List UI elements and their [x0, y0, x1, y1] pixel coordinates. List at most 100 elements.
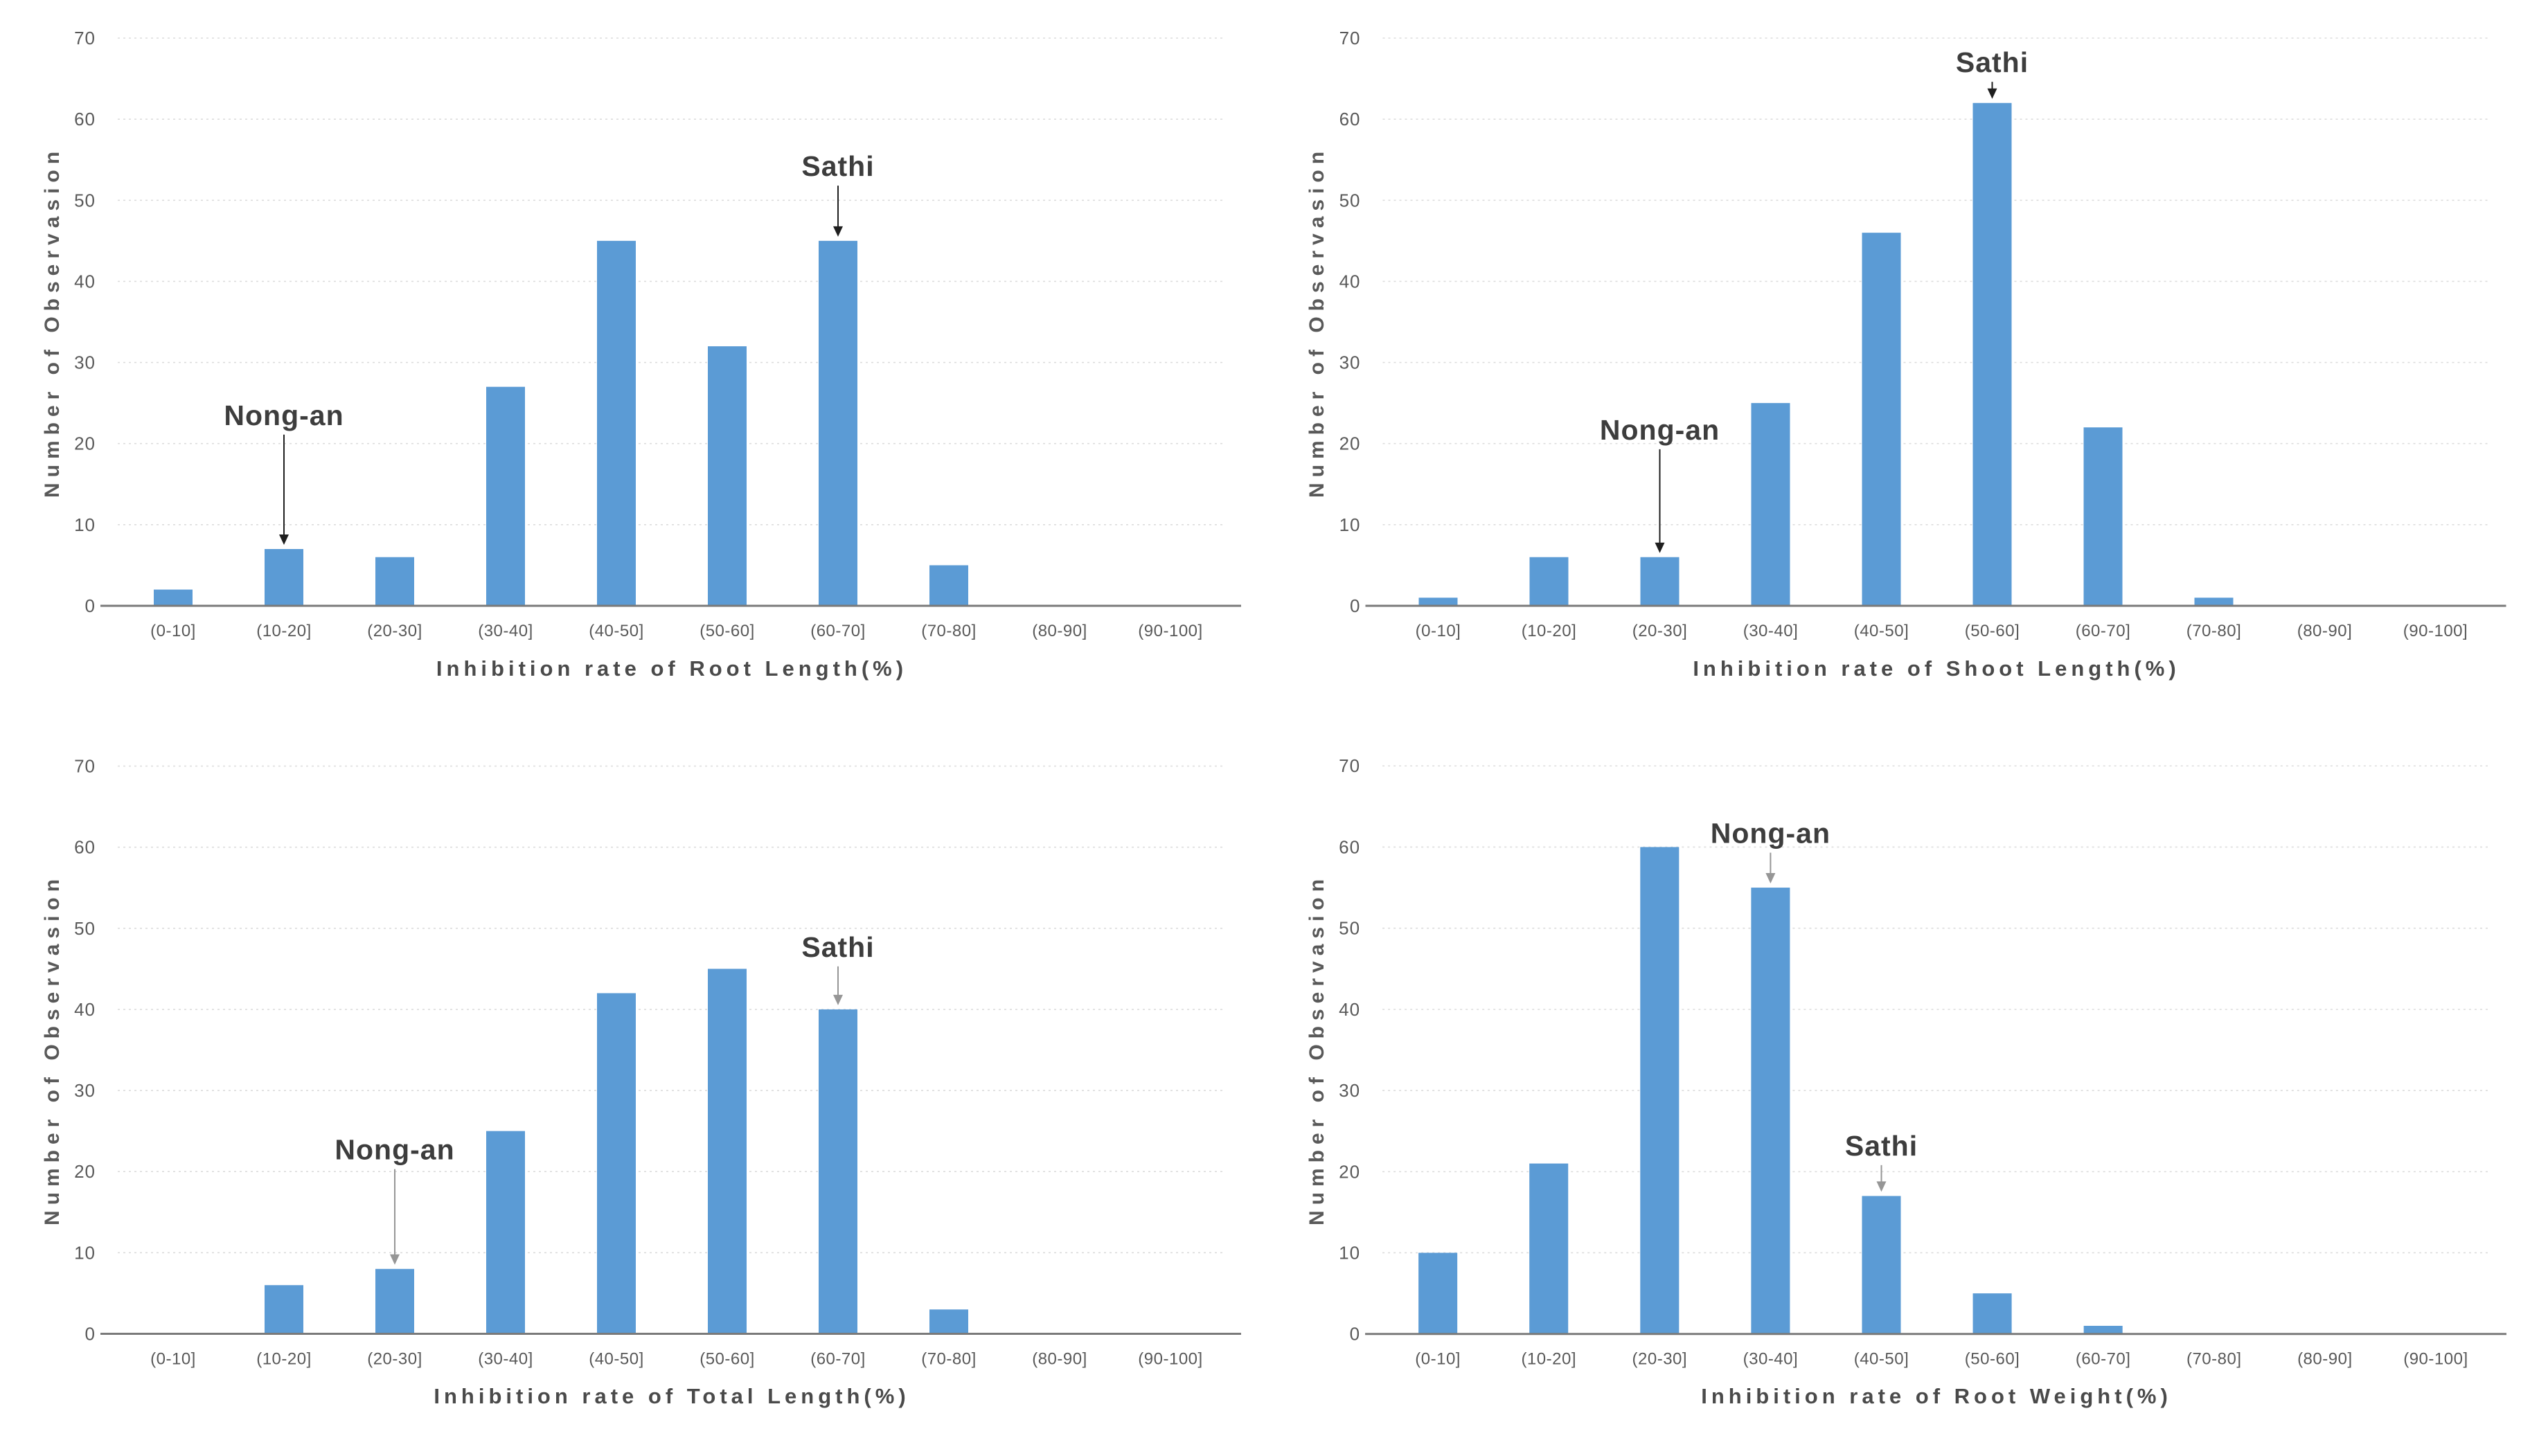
y-tick-label-40: 40 — [74, 271, 96, 291]
y-tick-label-30: 30 — [74, 352, 96, 373]
x-tick-label-(10-20]: (10-20] — [1521, 1350, 1576, 1369]
x-tick-label-(0-10]: (0-10] — [150, 1350, 196, 1369]
y-tick-label-70: 70 — [1339, 28, 1361, 48]
y-tick-label-0: 0 — [85, 1324, 96, 1345]
y-tick-label-0: 0 — [85, 595, 96, 616]
bar-(40-50] — [1862, 233, 1901, 606]
x-tick-label-(50-60]: (50-60] — [700, 622, 755, 640]
annotation-arrowhead-Nong-an — [1655, 542, 1665, 553]
y-tick-label-50: 50 — [74, 918, 96, 939]
annotation-label-Sathi: Sathi — [1956, 46, 2029, 78]
x-tick-label-(0-10]: (0-10] — [150, 622, 196, 640]
x-tick-label-(90-100]: (90-100] — [1138, 1350, 1202, 1369]
bar-(30-40] — [1751, 888, 1790, 1334]
x-tick-label-(80-90]: (80-90] — [2297, 622, 2353, 640]
x-tick-label-(20-30]: (20-30] — [367, 1350, 422, 1369]
y-tick-label-20: 20 — [74, 1161, 96, 1182]
bar-(60-70] — [2083, 427, 2123, 606]
annotation-arrowhead-Nong-an — [390, 1254, 400, 1265]
bar-(10-20] — [1529, 1163, 1569, 1334]
x-tick-label-(0-10]: (0-10] — [1416, 622, 1461, 640]
bar-chart-shoot-length: 0 10 20 30 40 50 60 70 (0-10] (10-20] (20-30] (30-4… — [1339, 28, 2506, 640]
y-tick-label-70: 70 — [74, 756, 96, 777]
chart-panel-root-length: 0 10 20 30 40 50 60 70 (0-10] (10-20] (20-30] (30-4… — [0, 0, 1265, 728]
x-tick-label-(30-40]: (30-40] — [478, 1350, 533, 1369]
bar-chart-root-length: 0 10 20 30 40 50 60 70 (0-10] (10-20] (20-30] (30-4… — [74, 28, 1241, 640]
y-axis-title-root-length: Number of Observasion — [41, 145, 64, 498]
annotation-arrowhead-Sathi — [833, 994, 843, 1005]
y-tick-label-10: 10 — [74, 1242, 96, 1263]
bar-(60-70] — [2083, 1325, 2123, 1334]
chart-panel-root-weight: 0 10 20 30 40 50 60 70 (0-10] (10-20] (20-30] (30-4… — [1265, 728, 2530, 1456]
x-tick-label-(70-80]: (70-80] — [2186, 622, 2242, 640]
x-tick-label-(50-60]: (50-60] — [700, 1350, 755, 1369]
y-tick-label-40: 40 — [1339, 999, 1360, 1020]
bar-(50-60] — [1972, 102, 2012, 606]
x-tick-label-(80-90]: (80-90] — [1032, 622, 1087, 640]
y-tick-label-60: 60 — [74, 837, 96, 858]
x-tick-label-(10-20]: (10-20] — [1522, 622, 1577, 640]
bar-(40-50] — [1862, 1196, 1901, 1334]
x-tick-label-(50-60]: (50-60] — [1965, 1350, 2020, 1369]
x-tick-label-(40-50]: (40-50] — [1854, 622, 1909, 640]
bar-(50-60] — [1972, 1293, 2012, 1334]
bar-(20-30] — [375, 1268, 414, 1334]
x-tick-label-(30-40]: (30-40] — [478, 622, 533, 640]
x-tick-label-(90-100]: (90-100] — [1138, 622, 1202, 640]
bar-(0-10] — [1418, 597, 1458, 606]
y-axis-title-total-length: Number of Observasion — [41, 873, 64, 1226]
y-tick-label-20: 20 — [1339, 433, 1361, 454]
x-tick-label-(70-80]: (70-80] — [921, 622, 977, 640]
bar-(0-10] — [1418, 1252, 1458, 1334]
x-tick-label-(20-30]: (20-30] — [1632, 622, 1688, 640]
x-axis-title-root-weight: Inhibition rate of Root Weight(%) — [1701, 1384, 2172, 1408]
bar-(50-60] — [708, 969, 747, 1334]
bar-(30-40] — [1751, 403, 1790, 606]
y-tick-label-10: 10 — [1339, 514, 1361, 535]
x-tick-label-(90-100]: (90-100] — [2403, 1350, 2468, 1369]
x-tick-label-(60-70]: (60-70] — [810, 622, 866, 640]
bar-(20-30] — [1640, 847, 1680, 1334]
x-axis-title-shoot-length: Inhibition rate of Shoot Length(%) — [1693, 656, 2180, 681]
y-tick-label-50: 50 — [1339, 190, 1361, 210]
bar-(70-80] — [929, 1309, 968, 1334]
bar-(60-70] — [819, 1009, 857, 1334]
x-tick-label-(10-20]: (10-20] — [256, 622, 312, 640]
x-tick-label-(20-30]: (20-30] — [1632, 1350, 1688, 1369]
bar-(10-20] — [1529, 557, 1569, 606]
bar-chart-total-length: 0 10 20 30 40 50 60 70 (0-10] (10-20] (20-30] (30-4… — [74, 756, 1241, 1369]
bar-(20-30] — [1640, 557, 1680, 606]
annotation-arrowhead-Nong-an — [1765, 873, 1776, 884]
x-tick-label-(30-40]: (30-40] — [1743, 1350, 1799, 1369]
y-tick-label-30: 30 — [1339, 352, 1361, 373]
y-tick-label-70: 70 — [74, 28, 96, 48]
y-tick-label-60: 60 — [1339, 109, 1361, 129]
chart-panel-total-length: 0 10 20 30 40 50 60 70 (0-10] (10-20] (20-30] (30-4… — [0, 728, 1265, 1456]
y-tick-label-0: 0 — [1350, 1324, 1360, 1345]
x-tick-label-(70-80]: (70-80] — [921, 1350, 977, 1369]
x-axis-title-total-length: Inhibition rate of Total Length(%) — [434, 1384, 910, 1408]
x-tick-label-(40-50]: (40-50] — [589, 1350, 644, 1369]
annotation-label-Sathi: Sathi — [1845, 1130, 1918, 1162]
y-tick-label-20: 20 — [1339, 1161, 1360, 1182]
bar-(30-40] — [486, 1131, 525, 1334]
y-tick-label-50: 50 — [74, 190, 96, 210]
y-tick-label-10: 10 — [1339, 1242, 1360, 1263]
bar-(30-40] — [486, 386, 525, 606]
x-tick-label-(50-60]: (50-60] — [1965, 622, 2020, 640]
x-tick-label-(80-90]: (80-90] — [2297, 1350, 2353, 1369]
bar-(40-50] — [597, 240, 636, 606]
bar-(40-50] — [597, 993, 636, 1334]
bar-(70-80] — [929, 565, 968, 606]
bar-(20-30] — [375, 557, 414, 606]
x-tick-label-(70-80]: (70-80] — [2186, 1350, 2242, 1369]
y-tick-label-40: 40 — [74, 999, 96, 1020]
y-axis-title-root-weight: Number of Observasion — [1306, 873, 1328, 1226]
y-tick-label-0: 0 — [1350, 595, 1360, 616]
x-tick-label-(40-50]: (40-50] — [589, 622, 644, 640]
annotation-label-Nong-an: Nong-an — [1711, 818, 1830, 850]
x-tick-label-(30-40]: (30-40] — [1743, 622, 1799, 640]
x-axis-title-root-length: Inhibition rate of Root Length(%) — [436, 656, 908, 681]
y-axis-title-shoot-length: Number of Observasion — [1306, 145, 1328, 498]
x-tick-label-(10-20]: (10-20] — [256, 1350, 312, 1369]
